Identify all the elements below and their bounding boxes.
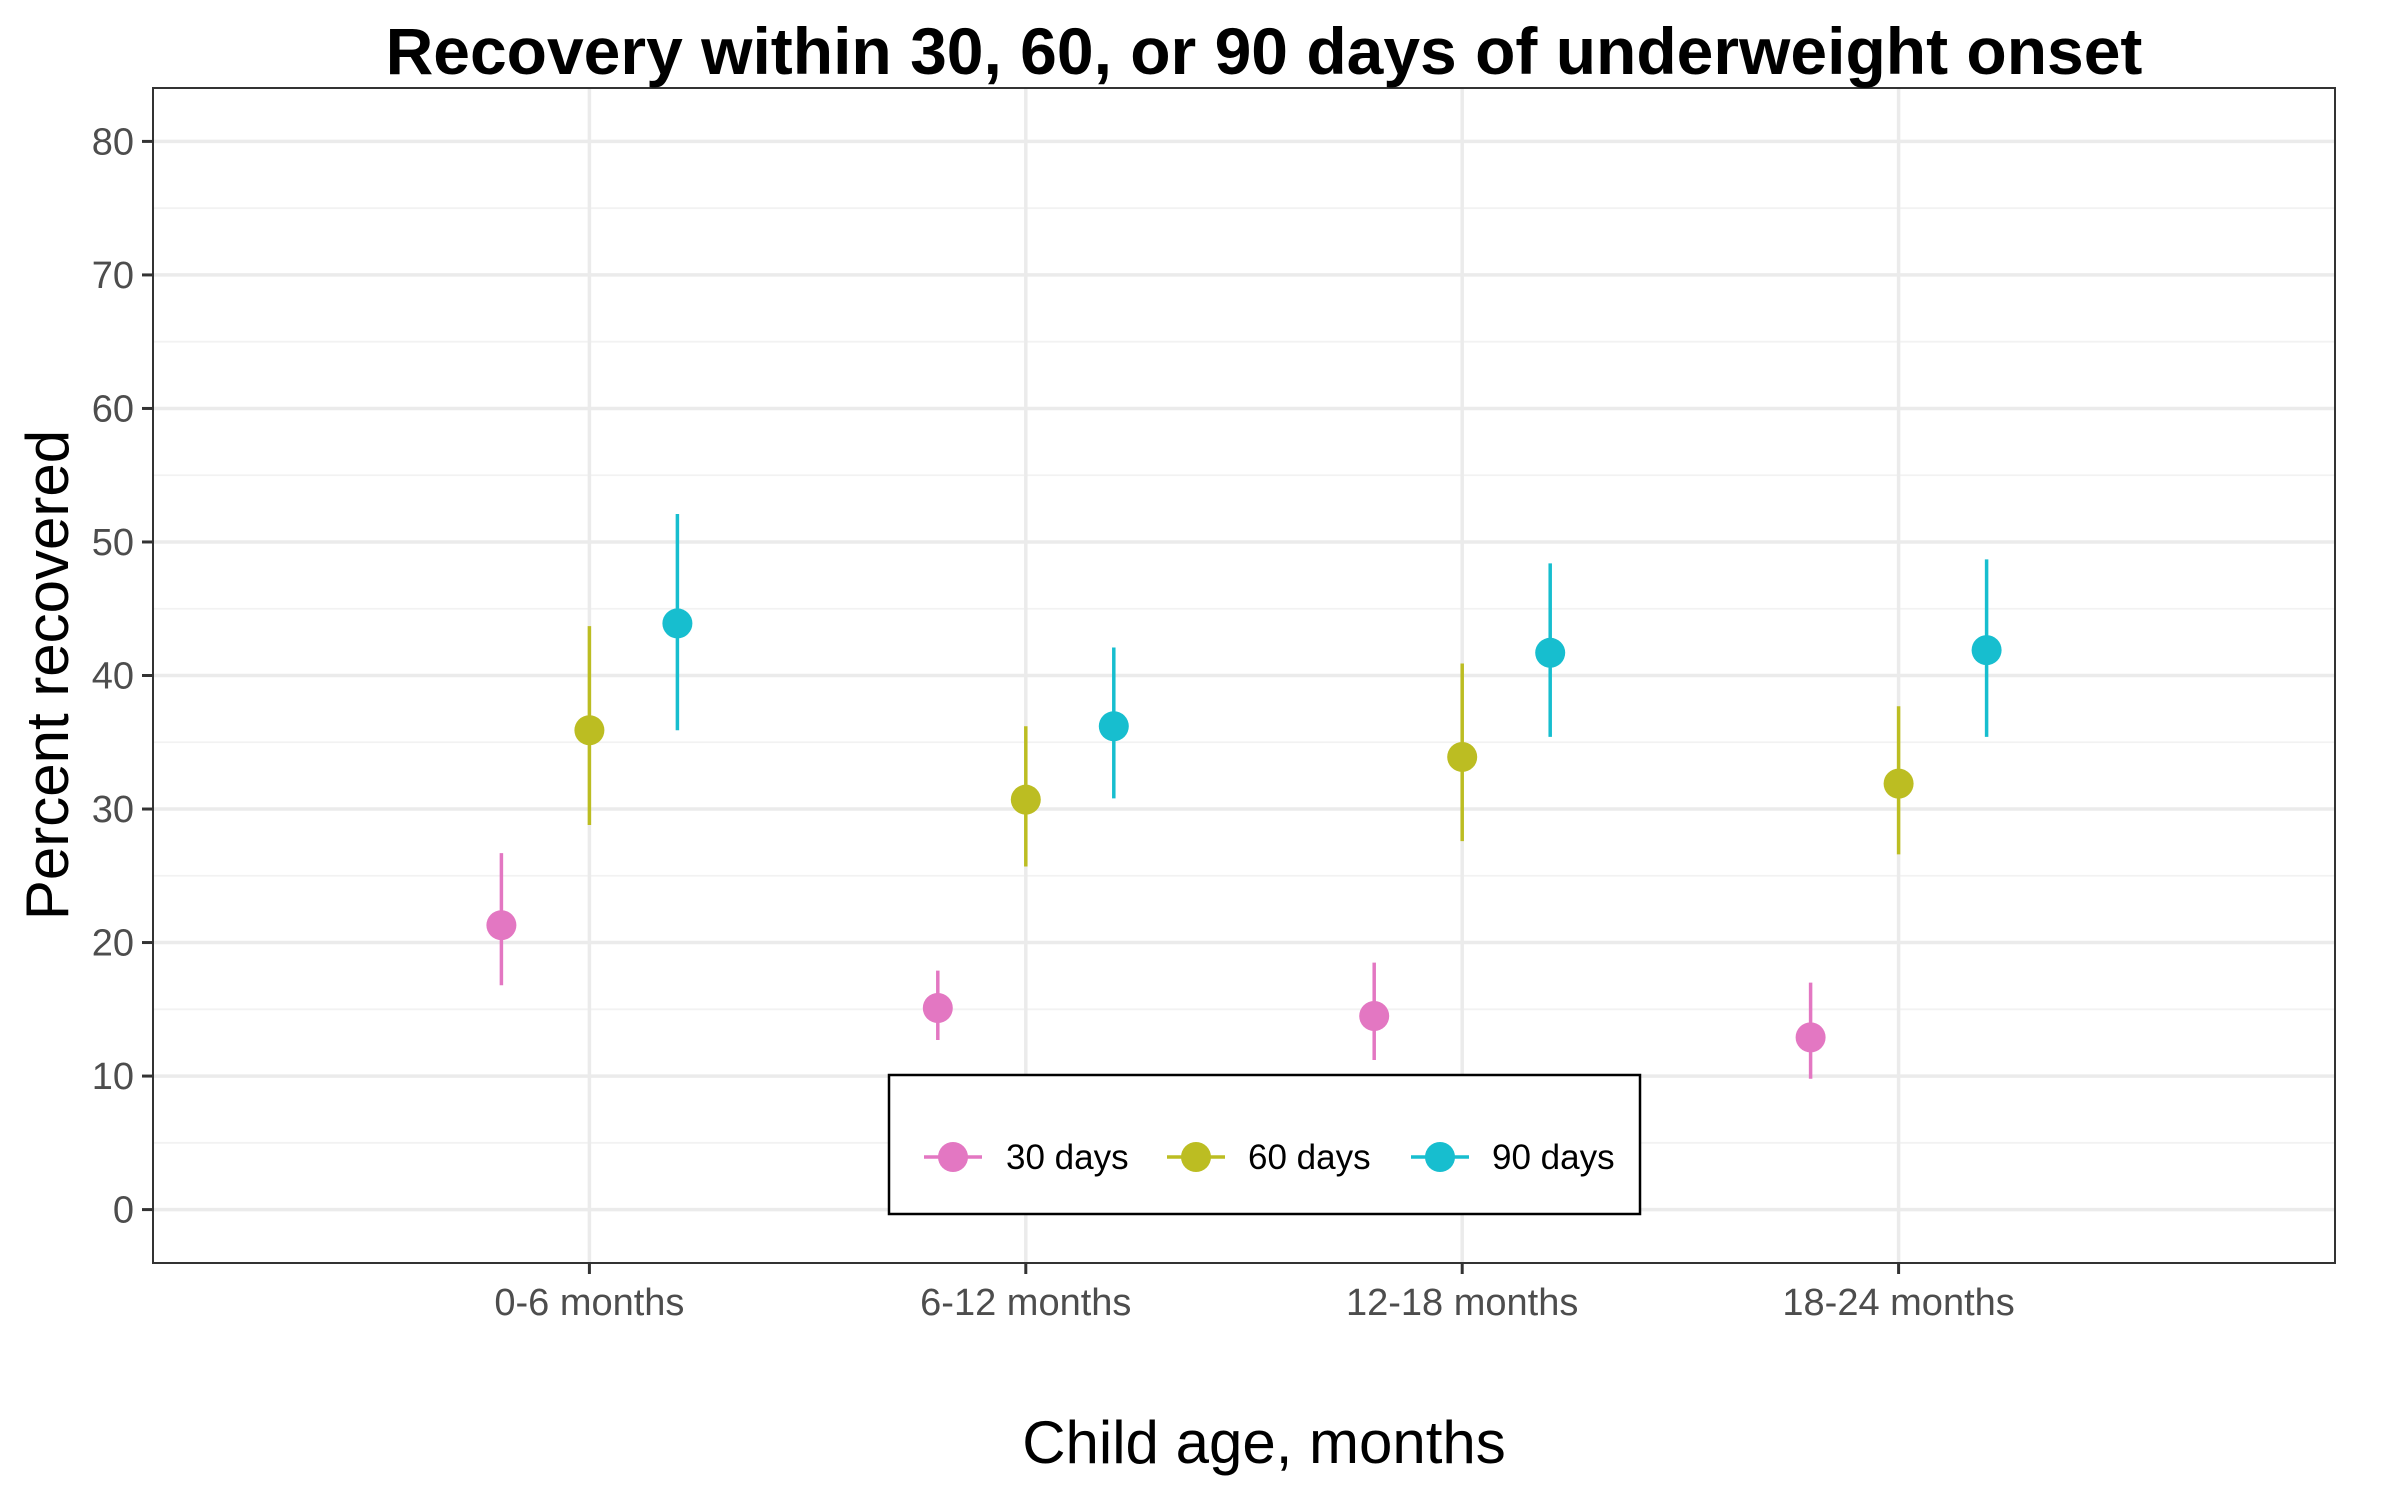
- legend-key-point: [1181, 1142, 1211, 1172]
- y-tick-label: 10: [92, 1056, 134, 1098]
- data-point: [1010, 784, 1041, 815]
- y-tick-label: 40: [92, 656, 134, 698]
- data-point: [574, 715, 605, 746]
- data-point: [1883, 768, 1914, 799]
- chart-title: Recovery within 30, 60, or 90 days of un…: [386, 14, 2143, 88]
- y-axis-title: Percent recovered: [14, 430, 81, 920]
- legend-key-point: [1425, 1142, 1455, 1172]
- y-tick-label: 0: [113, 1190, 134, 1232]
- data-point: [1098, 711, 1129, 742]
- y-tick-label: 20: [92, 923, 134, 965]
- y-tick-label: 50: [92, 522, 134, 564]
- data-marks: [486, 513, 2002, 1079]
- legend-label: 30 days: [1006, 1138, 1129, 1177]
- data-point: [486, 910, 517, 941]
- x-tick-label: 12-18 months: [1346, 1282, 1578, 1324]
- legend-box: [887, 1073, 1642, 1216]
- data-point: [1447, 741, 1478, 772]
- data-point: [662, 608, 693, 639]
- data-point: [1971, 635, 2002, 666]
- data-point: [1795, 1022, 1826, 1053]
- data-point: [922, 992, 953, 1023]
- data-point: [1535, 637, 1566, 668]
- y-tick-label: 60: [92, 388, 134, 430]
- x-axis-title: Child age, months: [1022, 1409, 1506, 1476]
- x-tick-label: 18-24 months: [1782, 1282, 2014, 1324]
- legend-label: 90 days: [1492, 1138, 1615, 1177]
- x-tick-label: 6-12 months: [920, 1282, 1131, 1324]
- legend-key-point: [938, 1142, 968, 1172]
- axes: 0 10 20 30 40 50 60 70 80 0-6 months 6-12 months 12…: [92, 121, 2015, 1324]
- legend-label: 60 days: [1248, 1138, 1371, 1177]
- legend: 30 days 60 days 90 days: [887, 1073, 1642, 1216]
- data-point: [1359, 1000, 1390, 1031]
- y-tick-label: 70: [92, 255, 134, 297]
- y-tick-label: 80: [92, 121, 134, 163]
- x-tick-label: 0-6 months: [494, 1282, 684, 1324]
- y-tick-label: 30: [92, 789, 134, 831]
